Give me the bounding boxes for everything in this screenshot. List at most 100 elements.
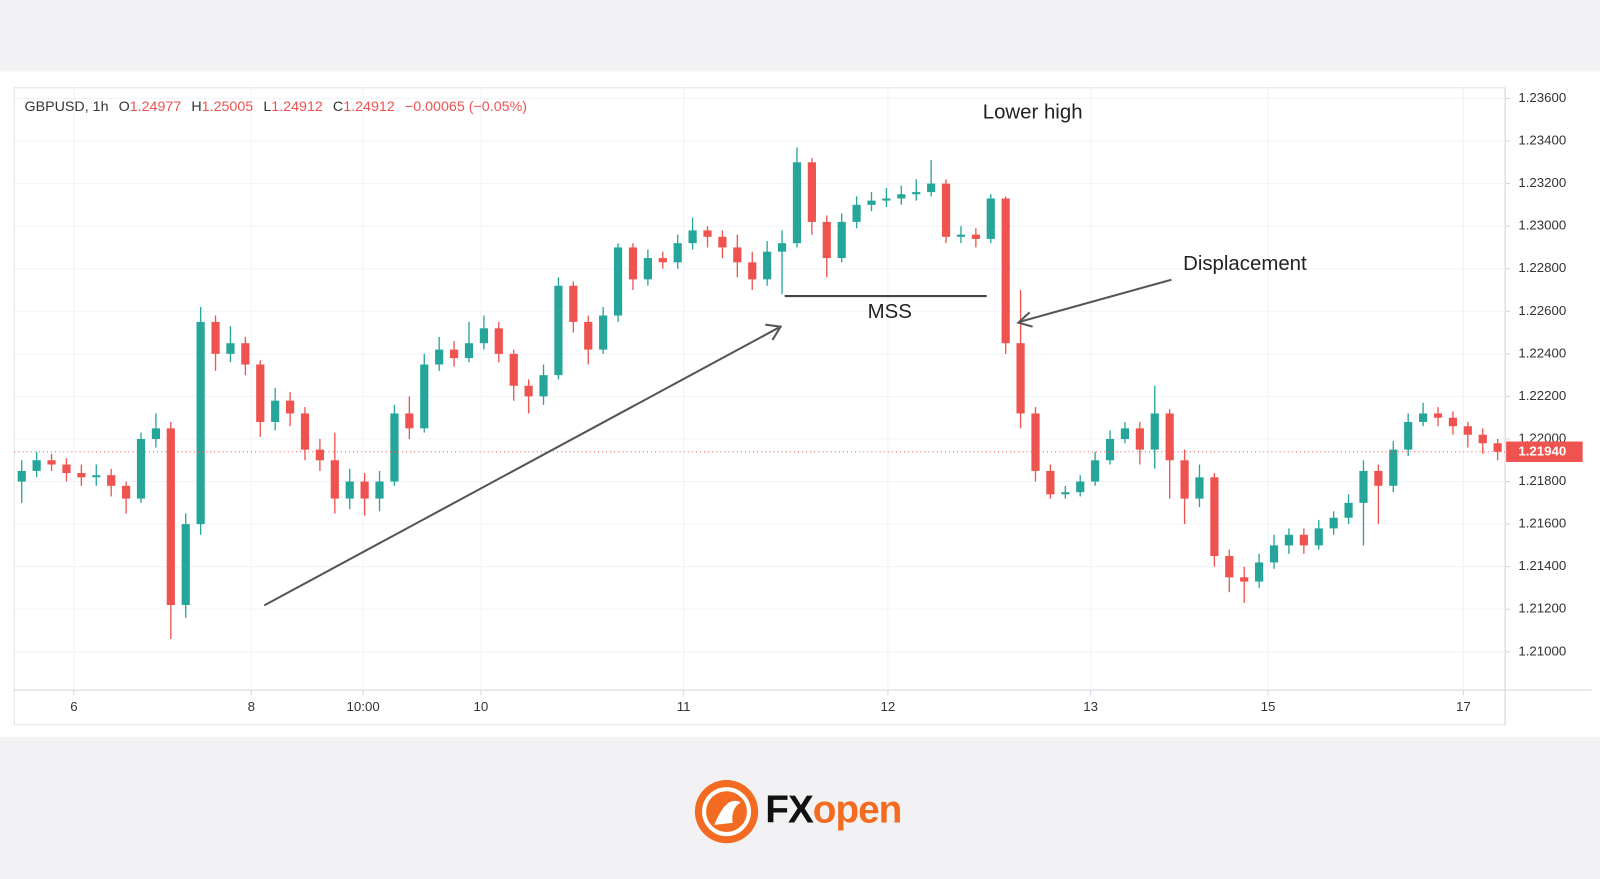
candle-body — [807, 162, 816, 222]
candle-body — [718, 236, 727, 248]
candle-body — [449, 349, 459, 359]
y-tick-label: 1.21600 — [1518, 516, 1566, 531]
candle-body — [1150, 413, 1159, 450]
candle-body — [1076, 481, 1085, 493]
candle-body — [882, 198, 891, 201]
labels: 1.210001.212001.214001.216001.218001.220… — [14, 90, 1583, 714]
candle-body — [613, 247, 623, 316]
candle-body — [941, 183, 951, 237]
candle-body — [107, 475, 116, 486]
candle-body — [1165, 413, 1174, 461]
candle-body — [1359, 470, 1368, 503]
candle-body — [271, 400, 280, 422]
candle-body — [703, 230, 712, 237]
candle-body — [1210, 477, 1219, 557]
ohlc-value: 1.24912 — [343, 99, 395, 115]
candle-body — [927, 183, 936, 193]
candle-body — [196, 321, 205, 525]
candle-body — [897, 194, 906, 199]
candle-body — [1463, 426, 1472, 435]
ohlc-label: O — [119, 99, 130, 115]
candle-body — [62, 464, 71, 474]
y-tick-label: 1.22800 — [1518, 260, 1566, 275]
x-tick-label: 8 — [248, 699, 255, 714]
ohlc-value: 1.25005 — [202, 99, 254, 115]
candle-body — [494, 328, 503, 354]
candle-body — [1314, 528, 1323, 546]
ohlc-label: L — [263, 99, 271, 115]
x-tick-label: 6 — [70, 699, 77, 714]
candle-body — [956, 234, 966, 237]
candle-body — [1493, 443, 1502, 452]
candle-body — [464, 343, 474, 359]
candle-body — [420, 364, 429, 429]
candle-body — [1031, 413, 1040, 471]
trend-arrow-head — [765, 323, 783, 341]
candle-body — [1284, 534, 1294, 546]
displacement-arrow — [1020, 278, 1172, 323]
candle-body — [912, 192, 921, 195]
candle-body — [554, 285, 563, 376]
candle-body — [867, 200, 876, 205]
candle-body — [1344, 502, 1353, 518]
candle-body — [300, 413, 310, 450]
candle-body — [837, 221, 846, 259]
last-price-label: 1.21940 — [1518, 443, 1566, 458]
candle-body — [1135, 428, 1144, 450]
candle-body — [1240, 577, 1249, 582]
displacement-arrow-head — [1016, 311, 1033, 328]
x-tick-label: 13 — [1083, 699, 1098, 714]
y-tick-label: 1.21200 — [1518, 601, 1566, 616]
candle-body — [643, 258, 652, 280]
candle-body — [136, 438, 146, 499]
candle-body — [121, 485, 131, 499]
y-tick-label: 1.23600 — [1518, 90, 1566, 105]
candle-body — [211, 321, 220, 354]
y-tick-label: 1.21000 — [1518, 643, 1566, 658]
candle-body — [1404, 421, 1413, 450]
candle-body — [1195, 477, 1204, 499]
candle-body — [151, 428, 161, 439]
candle-body — [673, 243, 682, 263]
candle-body — [360, 481, 369, 499]
y-tick-label: 1.21800 — [1518, 473, 1566, 488]
candle-body — [226, 343, 235, 354]
candle-body — [986, 198, 995, 239]
candle-body — [345, 481, 354, 499]
candle-body — [524, 385, 533, 397]
candle-body — [181, 524, 190, 605]
candle-body — [688, 230, 697, 244]
y-tick-label: 1.23400 — [1518, 133, 1566, 148]
candle-body — [628, 247, 638, 280]
y-tick-label: 1.22200 — [1518, 388, 1566, 403]
candle-body — [748, 262, 757, 280]
candle-body — [315, 449, 325, 461]
logo-open: open — [813, 789, 902, 832]
candle-body — [479, 328, 488, 344]
logo-text: FXopen — [765, 789, 901, 832]
annotation: Lower high — [983, 102, 1083, 124]
candle-body — [1105, 438, 1115, 461]
x-tick-label: 15 — [1261, 699, 1276, 714]
candle-body — [569, 285, 578, 322]
y-tick-label: 1.22600 — [1518, 303, 1566, 318]
y-tick-label: 1.22400 — [1518, 345, 1566, 360]
candle-body — [17, 470, 26, 482]
candle-body — [1046, 470, 1055, 495]
candle-body — [509, 353, 518, 386]
candle-body — [599, 315, 608, 350]
x-tick-label: 10 — [474, 699, 489, 714]
candle-body — [1091, 460, 1100, 482]
logo-fx: FX — [765, 789, 814, 832]
candle-body — [47, 460, 56, 465]
logo-icon-mark — [714, 800, 741, 825]
candle-body — [241, 343, 250, 365]
candle-body — [1225, 556, 1234, 578]
annotation: MSS — [868, 301, 912, 323]
grid — [14, 87, 1506, 691]
ohlc-value: 1.24912 — [271, 99, 323, 115]
candle-body — [77, 473, 86, 478]
candle-body — [1433, 413, 1443, 418]
